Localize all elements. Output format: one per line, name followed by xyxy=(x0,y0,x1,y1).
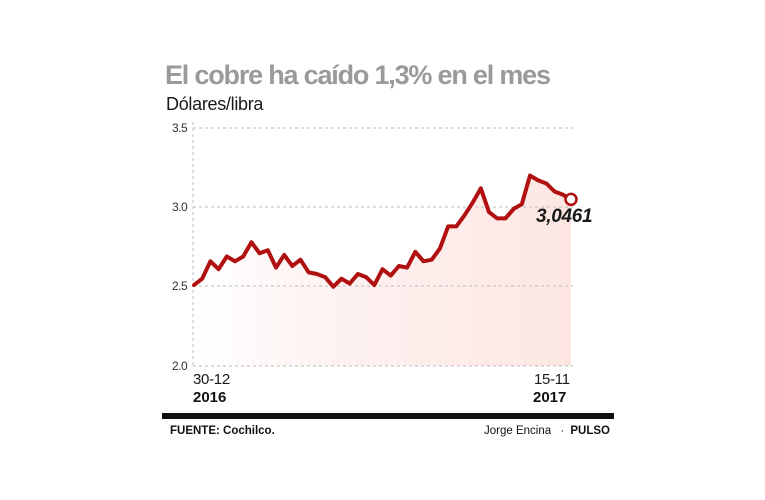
x-end-date: 15-11 xyxy=(534,371,570,388)
x-end-year: 2017 xyxy=(533,389,567,406)
chart-subtitle-units: Dólares/libra xyxy=(166,94,264,114)
end-point-marker xyxy=(564,192,578,207)
y-tick-2-5: 2.5 xyxy=(172,279,188,293)
x-start-date: 30-12 xyxy=(193,371,230,388)
credit-separator: · xyxy=(560,425,565,437)
source-note: FUENTE: Cochilco. xyxy=(170,425,275,437)
publication-name: PULSO xyxy=(570,425,610,437)
footer-divider xyxy=(162,413,614,419)
gridlines xyxy=(192,122,573,367)
y-tick-3-5: 3.5 xyxy=(172,121,188,135)
credit-line: Jorge Encina · PULSO xyxy=(484,425,610,437)
x-start-year: 2016 xyxy=(193,389,227,406)
chart-title: El cobre ha caído 1,3% en el mes xyxy=(165,60,551,90)
last-value-label: 3,0461 xyxy=(536,206,593,227)
y-tick-3-0: 3.0 xyxy=(172,200,188,214)
price-line xyxy=(192,173,573,289)
author-name: Jorge Encina xyxy=(484,425,552,437)
y-tick-2-0: 2.0 xyxy=(172,359,188,373)
